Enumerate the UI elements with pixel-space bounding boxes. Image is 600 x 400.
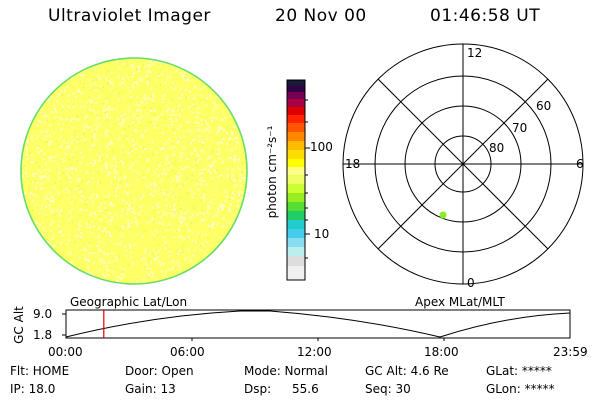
- timeline-x-tick-2359: 23:59: [553, 345, 588, 359]
- timeline-x-tick-1800: 18:00: [424, 345, 459, 359]
- status-mode: Mode: Normal: [244, 364, 328, 378]
- lat-label-80: 80: [489, 141, 505, 155]
- timeline-plot: [62, 309, 571, 341]
- timeline-left-title: Geographic Lat/Lon: [70, 295, 188, 309]
- status-seq: Seq: 30: [365, 382, 411, 396]
- status-dsp-value: 55.6: [292, 382, 319, 396]
- status-door: Door: Open: [125, 364, 194, 378]
- status-gc-alt: GC Alt: 4.6 Re: [365, 364, 449, 378]
- mlt-label-0: 0: [467, 276, 475, 290]
- status-gain: Gain: 13: [125, 382, 176, 396]
- color-bar: [286, 79, 310, 281]
- timeline-y-tick-max: 9.0: [33, 307, 53, 321]
- polar-plot: [342, 43, 584, 285]
- lat-label-70: 70: [512, 121, 528, 135]
- status-ip: IP: 18.0: [10, 382, 56, 396]
- mlt-label-12: 12: [467, 46, 483, 60]
- status-dsp-label: Dsp:: [244, 382, 272, 396]
- status-flt: Flt: HOME: [10, 364, 70, 378]
- colorbar-tick-100: 100: [310, 140, 333, 154]
- timeline-right-title: Apex MLat/MLT: [415, 295, 505, 309]
- imager-disk: [20, 57, 248, 285]
- timeline-y-label: GC Alt: [12, 306, 26, 344]
- time-label: 01:46:58 UT: [430, 6, 541, 26]
- colorbar-tick-10: 10: [314, 227, 330, 241]
- aurora-point: [439, 211, 447, 219]
- instrument-title: Ultraviolet Imager: [48, 6, 211, 26]
- date-label: 20 Nov 00: [275, 6, 367, 26]
- lat-label-60: 60: [536, 99, 552, 113]
- mlt-label-6: 6: [576, 157, 584, 171]
- timeline-y-tick-min: 1.8: [33, 328, 53, 342]
- status-glat: GLat: *****: [486, 364, 552, 378]
- timeline-x-tick-0600: 06:00: [170, 345, 205, 359]
- status-glon: GLon: *****: [486, 382, 555, 396]
- timeline-x-tick-1200: 12:00: [297, 345, 332, 359]
- timeline-x-tick-0000: 00:00: [48, 345, 83, 359]
- colorbar-unit-label: photon cm⁻²s⁻¹: [265, 125, 279, 219]
- mlt-label-18: 18: [345, 157, 361, 171]
